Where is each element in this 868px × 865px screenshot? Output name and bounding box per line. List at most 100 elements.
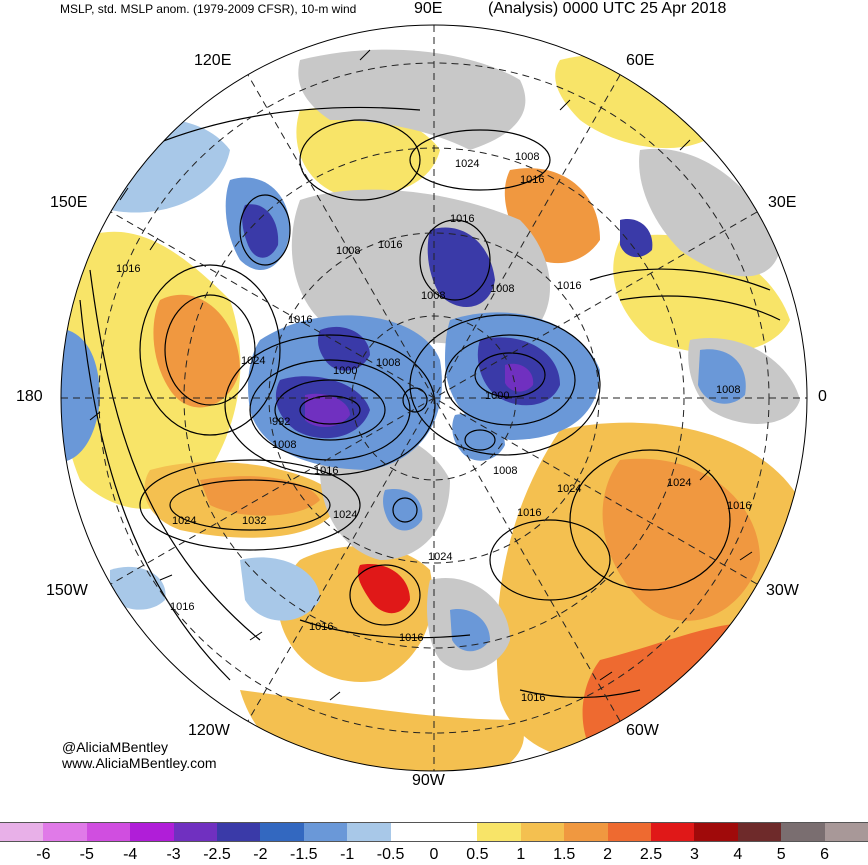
- colorbar-swatch: [477, 822, 522, 842]
- wind-barb: [739, 551, 753, 561]
- colorbar: -6 -5 -4 -3 -2.5 -2 -1.5 -1 -0.5 0 0.5 1 1.5 2 2.5 3 4 5 6: [0, 822, 868, 865]
- isobar-label: 1016: [521, 692, 545, 704]
- anomaly-region: [555, 54, 720, 149]
- anomaly-region: [153, 294, 240, 408]
- anomaly-region: [620, 219, 653, 258]
- isobar-contour: [474, 352, 546, 398]
- colorbar-tick-label: 3: [689, 846, 699, 863]
- isobar-label: 1016: [288, 314, 312, 326]
- colorbar-swatch: [347, 822, 392, 842]
- isobar-label: 1008: [716, 384, 740, 396]
- wind-barb: [359, 49, 371, 61]
- colorbar-tick-label: 5: [776, 846, 786, 863]
- colorbar-tick-label: -2: [253, 846, 268, 863]
- colorbar-tick-label: -5: [79, 846, 94, 863]
- isobar-label: 1000: [333, 365, 357, 377]
- colorbar-swatch: [520, 822, 565, 842]
- chart-title-right: (Analysis) 0000 UTC 25 Apr 2018: [488, 0, 727, 17]
- colorbar-swatch: [390, 822, 435, 842]
- isobar-label: 1008: [515, 151, 539, 163]
- isobar-contour: [239, 194, 291, 266]
- isobar-label: 1024: [455, 158, 479, 170]
- isobar-label: 1016: [450, 213, 474, 225]
- colorbar-swatch: [651, 822, 695, 842]
- isobar-contour: [444, 334, 576, 426]
- terrain-mask: [639, 148, 780, 277]
- anomaly-region: [383, 489, 423, 531]
- isobar-label: 1008: [272, 439, 296, 451]
- isobar-label: 1024: [241, 355, 265, 367]
- isobar-label: 1016: [309, 621, 333, 633]
- isobar-contour: [569, 449, 731, 591]
- meridian-line: [247, 74, 621, 722]
- colorbar-tick-label: 2: [603, 846, 613, 863]
- isobar-label: 1016: [170, 601, 194, 613]
- isobar-contour: [392, 497, 418, 523]
- anomaly-region: [427, 227, 495, 307]
- isobar-label: 1008: [493, 465, 517, 477]
- isobar-label: 1024: [428, 551, 452, 563]
- isobar-contour: [402, 387, 428, 413]
- lon-label-60e: 60E: [626, 52, 655, 69]
- anomaly-region: [61, 328, 100, 463]
- isobar-contour: [139, 264, 281, 436]
- isobar-contour: [589, 268, 771, 291]
- isobar-contour: [464, 429, 496, 451]
- isobar-label: 1016: [727, 500, 751, 512]
- colorbar-swatch: [781, 822, 826, 842]
- colorbar-swatch: [607, 822, 652, 842]
- isobar-label: 1024: [667, 477, 691, 489]
- wind-barb: [559, 99, 571, 111]
- isobar-label: 1016: [557, 280, 581, 292]
- wind-barb: [89, 411, 101, 421]
- credit-website[interactable]: www.AliciaMBentley.com: [62, 755, 217, 771]
- colorbar-swatch: [737, 822, 782, 842]
- colorbar-swatch: [434, 822, 478, 842]
- anomaly-region: [698, 349, 746, 404]
- lon-label-90w: 90W: [412, 772, 445, 789]
- isobar-label: 1000: [485, 390, 509, 402]
- anomaly-region: [305, 393, 350, 427]
- isobar-label: 1016: [517, 507, 541, 519]
- colorbar-tick-label: 6: [820, 846, 830, 863]
- isobar-contour: [79, 299, 231, 681]
- colorbar-tick-label: 0.5: [466, 846, 489, 863]
- colorbar-swatch: [564, 822, 609, 842]
- credit-twitter: @AliciaMBentley: [62, 739, 169, 755]
- wind-barb: [329, 691, 341, 701]
- isobar-label: 1016: [378, 239, 402, 251]
- terrain-mask: [298, 49, 526, 150]
- isobar-contour: [419, 219, 491, 301]
- colorbar-tick-label: -1.5: [290, 846, 318, 863]
- anomaly-region: [296, 107, 440, 197]
- colorbar-swatch: [694, 822, 739, 842]
- isobar-layer: [79, 106, 781, 699]
- lon-label-0: 0: [818, 388, 827, 405]
- isobar-contour: [519, 689, 641, 699]
- anomaly-region: [242, 204, 279, 258]
- colorbar-tick-label: 4: [733, 846, 743, 863]
- colorbar-tick-label: -2.5: [203, 846, 231, 863]
- isobar-label: 992: [272, 416, 290, 428]
- isobar-contour: [139, 459, 361, 551]
- isobar-contour: [299, 119, 421, 201]
- isobar-label: 1016: [116, 263, 140, 275]
- colorbar-tick-label: 2.5: [639, 846, 663, 863]
- polar-map-svg: 1024 1008 1016 1016 1008 1016 1008 1008 …: [60, 24, 808, 772]
- colorbar-swatch: [0, 822, 44, 842]
- isobar-contour: [164, 294, 256, 406]
- colorbar-swatch: [43, 822, 88, 842]
- lon-label-150e: 150E: [50, 194, 88, 211]
- colorbar-tick-label: -1: [340, 846, 355, 863]
- isobar-label-layer: 1024 1008 1016 1016 1008 1016 1008 1008 …: [116, 151, 751, 704]
- wind-barb: [159, 574, 173, 581]
- colorbar-tick-label: 1.5: [553, 846, 576, 863]
- isobar-label: 1008: [376, 357, 400, 369]
- wind-barb: [149, 237, 159, 251]
- colorbar-tick-label: -3: [166, 846, 181, 863]
- isobar-label: 1008: [336, 245, 360, 257]
- wind-barb: [599, 671, 613, 681]
- isobar-contour: [349, 564, 421, 626]
- map-boundary: [60, 24, 808, 772]
- isobar-contour: [274, 379, 386, 441]
